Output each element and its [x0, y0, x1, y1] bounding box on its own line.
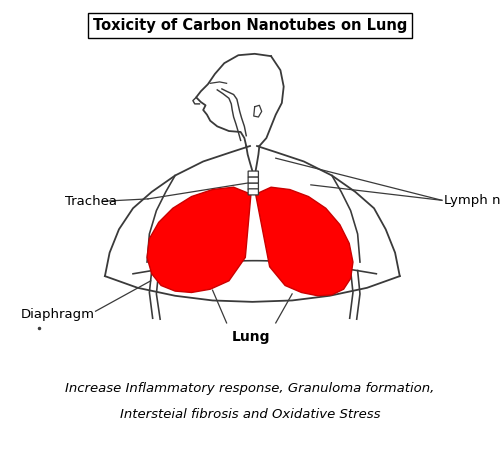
FancyBboxPatch shape — [248, 183, 258, 189]
Text: Increase Inflammatory response, Granuloma formation,: Increase Inflammatory response, Granulom… — [66, 382, 434, 395]
Text: Lymph nodes: Lymph nodes — [444, 194, 500, 207]
Polygon shape — [147, 187, 251, 292]
FancyBboxPatch shape — [248, 177, 258, 183]
Text: Diaphragm: Diaphragm — [20, 308, 94, 321]
Text: Toxicity of Carbon Nanotubes on Lung: Toxicity of Carbon Nanotubes on Lung — [93, 18, 407, 33]
Polygon shape — [256, 187, 353, 296]
Text: Lung: Lung — [232, 330, 270, 344]
Text: Trachea: Trachea — [65, 195, 117, 208]
FancyBboxPatch shape — [248, 171, 258, 177]
Text: Intersteial fibrosis and Oxidative Stress: Intersteial fibrosis and Oxidative Stres… — [120, 408, 380, 421]
FancyBboxPatch shape — [248, 189, 258, 195]
